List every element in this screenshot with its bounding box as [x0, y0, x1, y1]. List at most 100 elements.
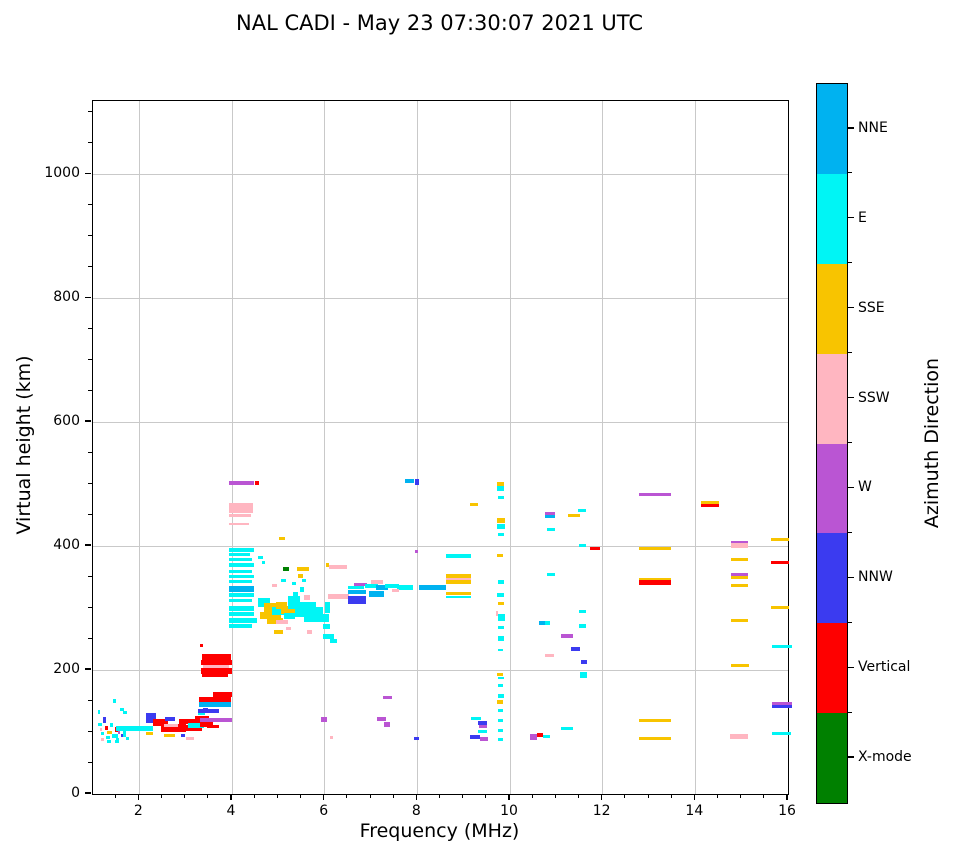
colorbar	[816, 83, 848, 804]
echo-mark	[281, 578, 286, 582]
x-major-tick	[137, 794, 139, 800]
echo-mark	[537, 733, 543, 737]
y-minor-tick	[88, 451, 92, 453]
echo-mark	[186, 736, 194, 740]
y-minor-tick	[88, 234, 92, 236]
y-minor-tick	[88, 141, 92, 143]
echo-mark	[498, 737, 504, 741]
x-tick-label: 2	[133, 803, 143, 819]
echo-mark	[348, 589, 366, 595]
plot-area	[92, 100, 792, 795]
echo-mark	[701, 504, 719, 508]
echo-mark	[638, 580, 672, 585]
y-minor-tick	[88, 513, 92, 515]
echo-mark	[371, 580, 384, 584]
echo-mark	[770, 605, 790, 609]
echo-mark	[285, 626, 292, 631]
echo-mark	[117, 731, 121, 735]
x-minor-tick	[207, 794, 209, 798]
echo-mark	[228, 574, 255, 579]
echo-mark	[383, 722, 391, 728]
echo-mark	[396, 585, 414, 590]
echo-mark	[498, 648, 504, 652]
echo-mark	[353, 582, 367, 587]
echo-mark	[579, 624, 587, 628]
echo-mark	[392, 589, 400, 593]
echo-mark	[772, 701, 792, 706]
y-tick-label: 200	[53, 661, 80, 678]
echo-mark	[731, 664, 749, 668]
y-major-tick	[85, 420, 91, 422]
echo-mark	[445, 554, 472, 558]
echo-mark	[163, 724, 178, 728]
y-minor-tick	[88, 637, 92, 639]
x-minor-tick	[554, 794, 556, 798]
echo-mark	[181, 734, 185, 738]
x-minor-tick	[184, 794, 186, 798]
x-minor-tick	[462, 794, 464, 798]
echo-mark	[228, 522, 250, 525]
echo-mark	[445, 573, 472, 578]
echo-mark	[200, 643, 203, 647]
echo-mark	[415, 549, 419, 554]
echo-mark	[497, 699, 504, 704]
echo-mark	[498, 683, 504, 688]
echo-mark	[542, 734, 551, 738]
echo-mark	[546, 573, 555, 577]
echo-mark	[328, 565, 348, 569]
echo-mark	[299, 587, 305, 592]
echo-mark	[545, 515, 556, 519]
y-major-tick	[85, 172, 91, 174]
colorbar-segment-e	[817, 173, 847, 264]
x-major-tick	[693, 794, 695, 800]
echo-mark	[103, 717, 106, 724]
grid-line-vertical	[602, 101, 604, 794]
colorbar-tick	[848, 576, 854, 578]
colorbar-boundary-tick	[848, 262, 852, 264]
x-minor-tick	[647, 794, 649, 798]
echo-mark	[495, 611, 499, 616]
echo-mark	[298, 573, 303, 578]
echo-mark	[279, 537, 285, 541]
colorbar-boundary-tick	[848, 531, 852, 533]
echo-mark	[471, 716, 482, 720]
echo-mark	[568, 514, 580, 518]
echo-mark	[590, 546, 601, 551]
x-minor-tick	[740, 794, 742, 798]
echo-mark	[638, 577, 672, 582]
echo-mark	[160, 724, 187, 733]
echo-mark	[116, 726, 154, 732]
colorbar-boundary-tick	[848, 172, 852, 174]
echo-mark	[297, 566, 309, 572]
echo-mark	[228, 480, 255, 485]
echo-mark	[165, 716, 176, 722]
grid-line-horizontal	[93, 173, 788, 175]
echo-mark	[304, 595, 310, 600]
echo-mark	[123, 728, 126, 737]
echo-mark	[497, 553, 504, 557]
echo-mark	[228, 553, 250, 556]
echo-mark	[546, 527, 555, 531]
y-tick-label: 600	[53, 413, 80, 430]
echo-mark	[497, 694, 504, 698]
colorbar-tick-label: X-mode	[858, 749, 912, 766]
echo-mark	[308, 604, 316, 613]
echo-mark	[770, 560, 790, 564]
x-major-tick	[230, 794, 232, 800]
echo-mark	[545, 620, 550, 626]
echo-mark	[480, 736, 488, 741]
echo-mark	[283, 567, 289, 571]
echo-mark	[199, 718, 232, 723]
x-minor-tick	[763, 794, 765, 798]
echo-mark	[414, 479, 419, 485]
y-minor-tick	[88, 327, 92, 329]
echo-mark	[529, 734, 538, 740]
echo-mark	[228, 605, 255, 611]
colorbar-tick-label: NNE	[858, 119, 888, 136]
echo-mark	[498, 625, 504, 629]
echo-mark	[153, 719, 169, 727]
echo-mark	[281, 605, 295, 615]
echo-mark	[772, 731, 791, 735]
echo-mark	[772, 644, 792, 649]
echo-mark	[213, 692, 233, 698]
